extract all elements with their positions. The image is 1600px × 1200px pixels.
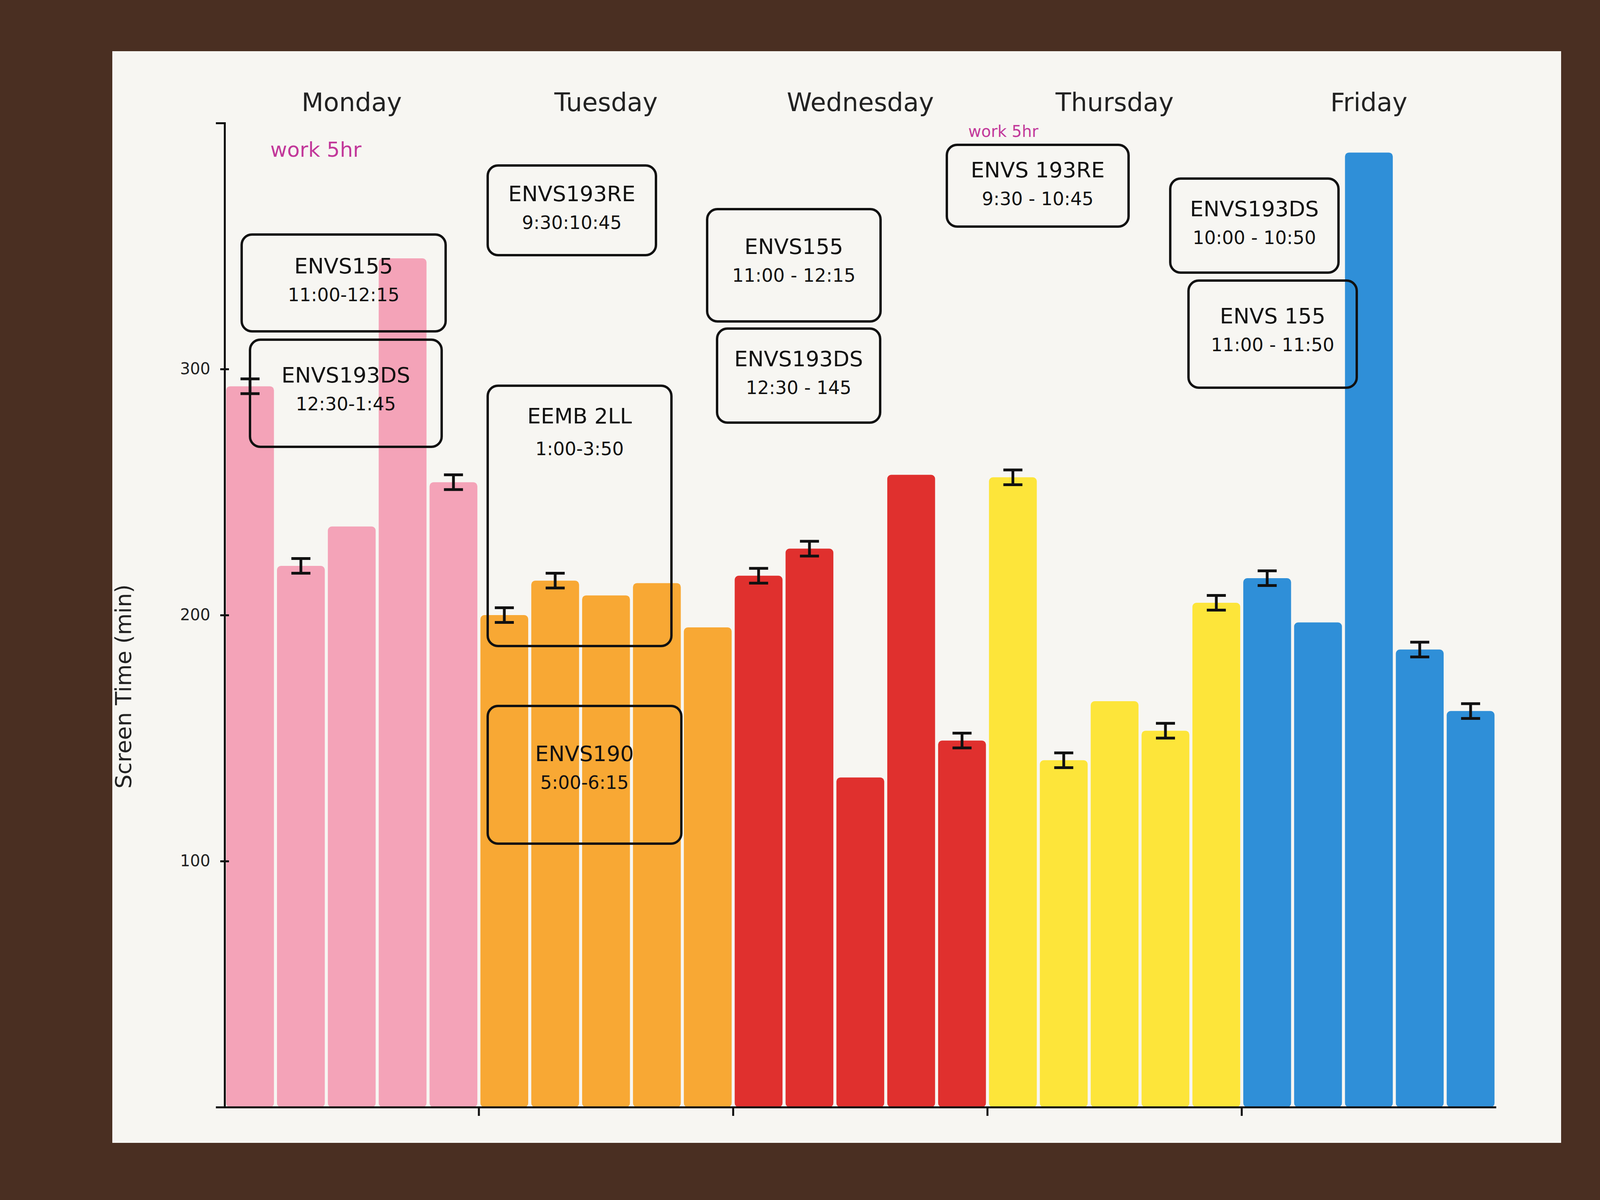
error-bar: [749, 568, 769, 583]
error-bar: [291, 558, 311, 574]
error-bar: [1206, 595, 1226, 610]
bar: [226, 386, 274, 1108]
bar: [836, 777, 885, 1108]
bar: [327, 526, 376, 1108]
x-axis-line: [225, 1106, 1497, 1109]
course-time: 12:30 - 145: [745, 376, 852, 399]
error-bar: [1257, 570, 1277, 586]
bar: [1141, 730, 1190, 1108]
error-bar: [1155, 723, 1175, 739]
course-label: ENVS155: [744, 234, 844, 260]
bar: [632, 582, 681, 1108]
bar: [785, 548, 834, 1108]
y-tick: 200: [180, 605, 229, 624]
course-label: ENVS193RE: [508, 181, 636, 207]
class-box: [707, 209, 881, 322]
bar: [276, 565, 325, 1108]
y-tick-mark: [220, 860, 229, 863]
class-box: [487, 385, 672, 647]
y-tick-label: 200: [180, 605, 211, 624]
error-bar: [1054, 752, 1074, 768]
note: work 5hr: [270, 137, 362, 162]
y-tick-mark: [220, 368, 229, 371]
bar: [683, 627, 732, 1108]
day-label: Tuesday: [553, 87, 658, 118]
bar: [1344, 152, 1393, 1108]
error-bar: [800, 541, 820, 556]
course-label: ENVS 193RE: [970, 157, 1105, 183]
bar: [1396, 649, 1444, 1108]
class-box: [1170, 178, 1339, 273]
group-divider: [732, 1107, 735, 1116]
y-tick: 300: [180, 359, 229, 378]
y-tick: 100: [180, 851, 229, 870]
y-axis: 100 200 300: [180, 123, 229, 1108]
bar: [1192, 602, 1241, 1108]
group-divider: [986, 1107, 989, 1116]
bar: [1446, 711, 1495, 1108]
group-divider: [1240, 1107, 1243, 1116]
y-tick-label: 100: [180, 851, 211, 870]
course-label: ENVS155: [294, 253, 394, 279]
class-box: [717, 328, 881, 423]
course-time: 5:00-6:15: [540, 771, 629, 794]
bar: [582, 595, 630, 1108]
y-tick-label: 300: [180, 359, 211, 378]
course-time: 1:00-3:50: [535, 438, 624, 460]
bar: [734, 575, 783, 1108]
course-time: 12:30-1:45: [295, 393, 396, 415]
class-box: [487, 165, 656, 256]
class-box: [241, 234, 446, 332]
bar: [988, 477, 1037, 1108]
course-label: ENVS190: [535, 741, 635, 767]
course-time: 9:30:10:45: [521, 211, 622, 234]
day-label: Thursday: [1055, 87, 1174, 118]
course-label: ENVS 155: [1219, 303, 1326, 329]
x-axis: [225, 1107, 1497, 1108]
course-time: 11:00 - 11:50: [1211, 334, 1335, 356]
course-time: 11:00-12:15: [287, 284, 400, 306]
bar: [1294, 622, 1342, 1108]
class-box: [1188, 280, 1357, 388]
bar: [938, 740, 986, 1108]
error-bar: [1410, 642, 1430, 657]
error-bar: [545, 573, 565, 589]
note: work 5hr: [968, 122, 1039, 141]
course-label: ENVS193DS: [734, 346, 864, 372]
y-axis-title: Screen Time (min): [110, 584, 137, 789]
table-background: [0, 0, 1600, 1200]
error-bar: [1003, 469, 1023, 485]
error-bar: [952, 733, 972, 749]
class-box: [487, 705, 682, 844]
bar: [1243, 578, 1291, 1108]
course-time: 10:00 - 10:50: [1192, 226, 1317, 249]
bar: [1039, 760, 1088, 1108]
day-label: Monday: [301, 87, 402, 118]
bar: [887, 475, 935, 1108]
bar: [1090, 701, 1139, 1108]
group-divider: [477, 1107, 480, 1116]
bar: [480, 615, 529, 1108]
day-label: Friday: [1330, 87, 1408, 118]
y-tick-mark: [220, 614, 229, 617]
day-label: Wednesday: [786, 87, 935, 118]
paper: [112, 51, 1562, 1143]
error-bar: [494, 607, 514, 623]
course-label: ENVS193DS: [281, 362, 411, 388]
plot-area: [226, 152, 1495, 1108]
bar: [429, 482, 477, 1108]
error-bar: [1461, 703, 1481, 719]
error-bar: [444, 475, 464, 490]
chart: 100 200 300 Screen Time (min) Monday Tuesday W…: [0, 0, 1600, 1200]
annotations: work 5hr ENVS155 11:00-12:15 ENVS193DS 12:30…: [241, 122, 1357, 844]
course-label: ENVS193DS: [1190, 196, 1320, 222]
course-time: 11:00 - 12:15: [732, 264, 856, 287]
class-box: [946, 144, 1129, 227]
course-label: EEMB 2LL: [527, 403, 633, 429]
class-box: [250, 339, 442, 447]
course-time: 9:30 - 10:45: [981, 188, 1094, 210]
